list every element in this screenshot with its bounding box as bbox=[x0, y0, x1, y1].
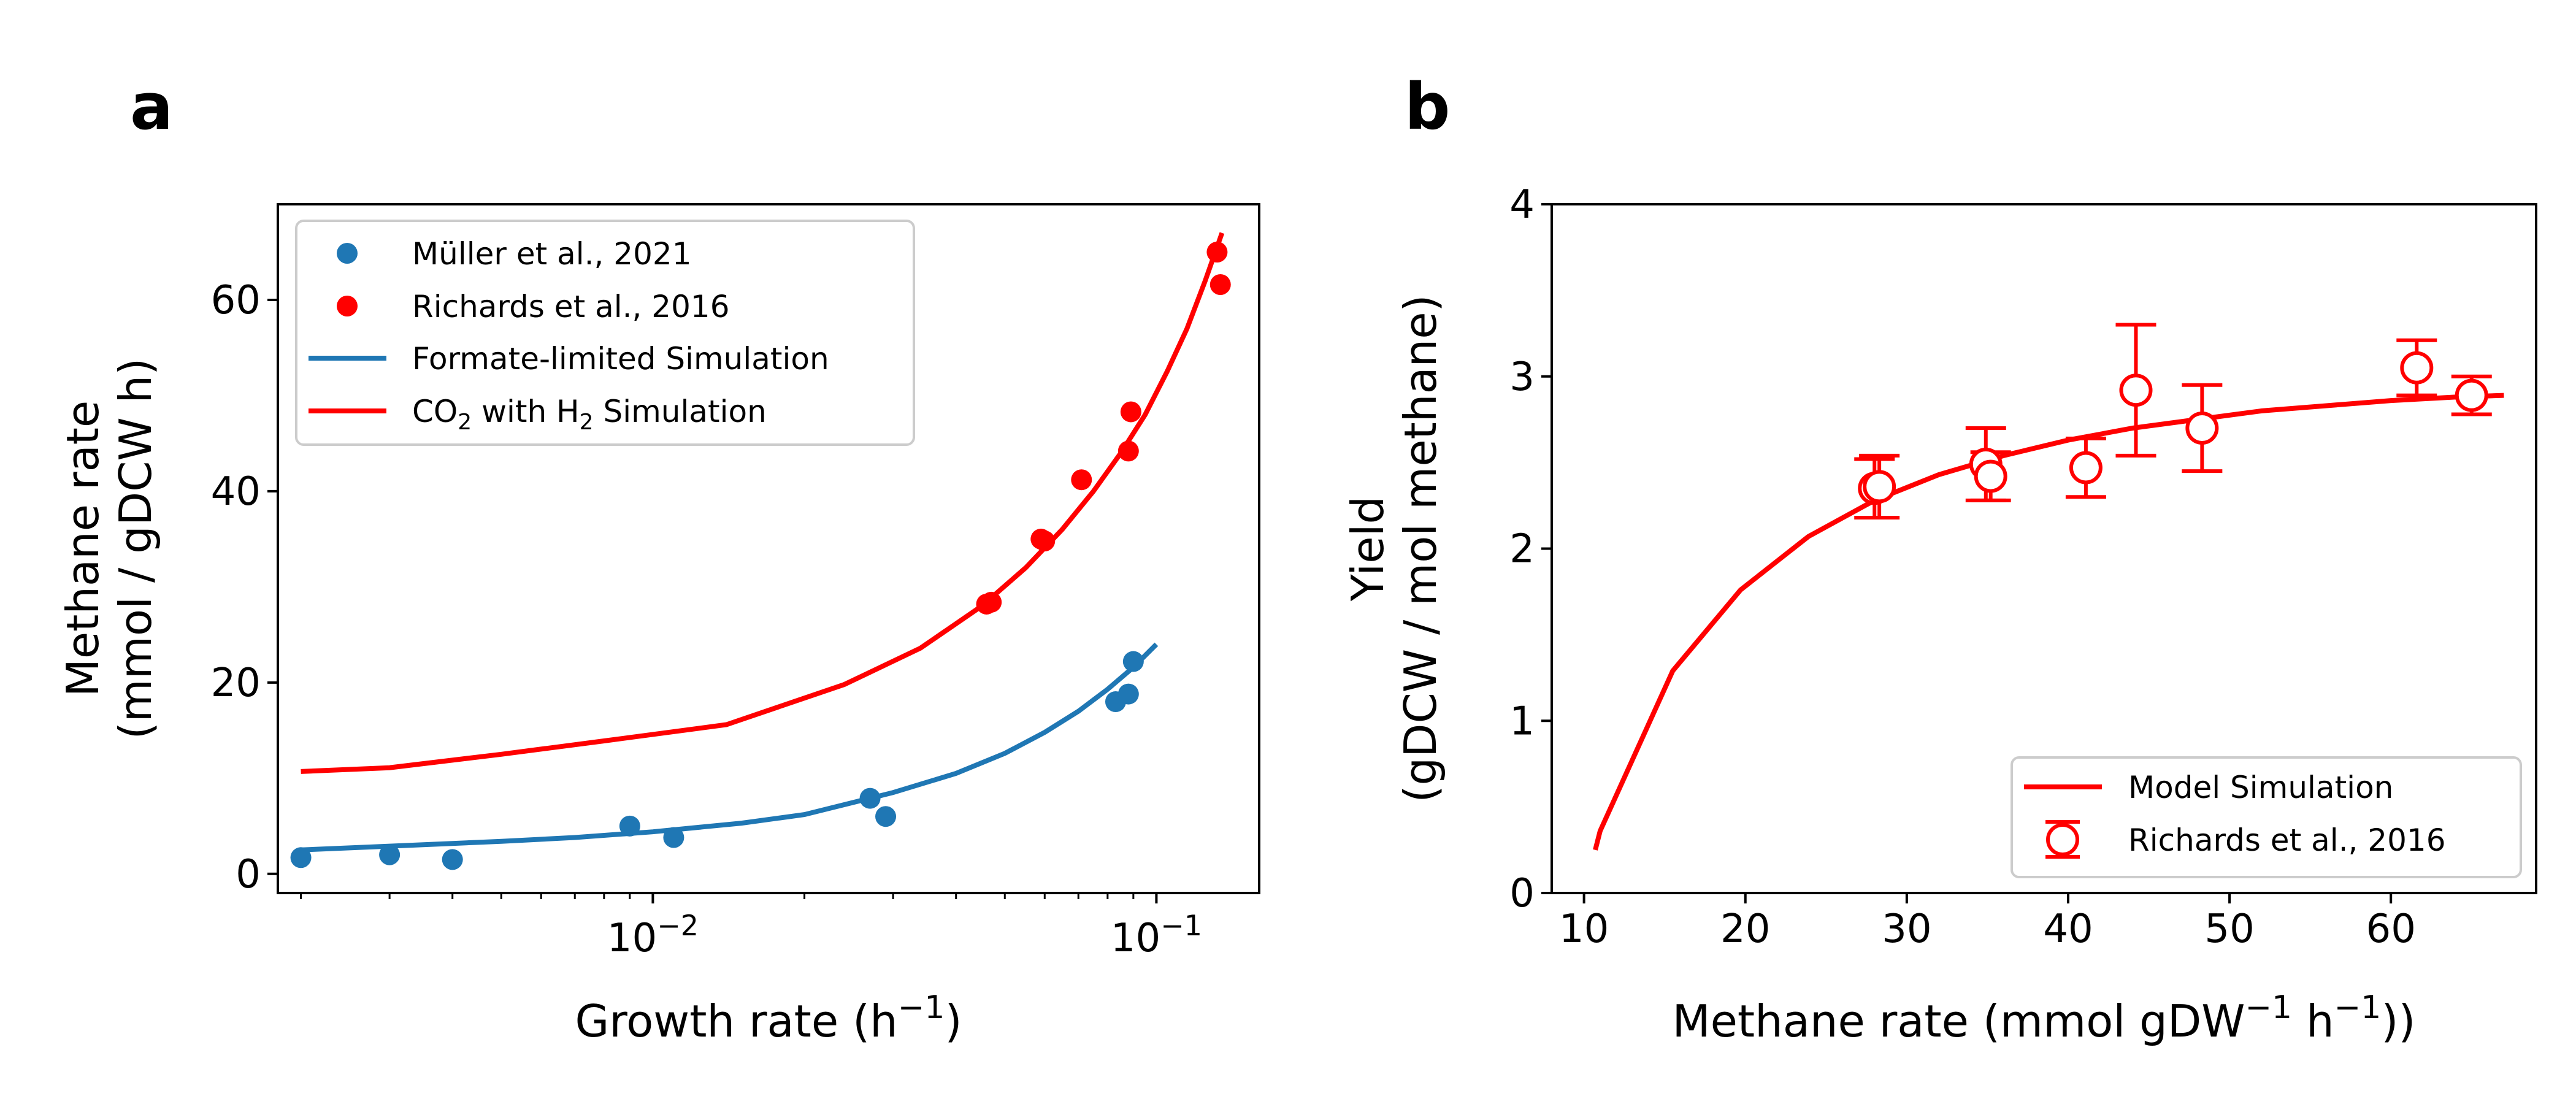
data-point bbox=[1122, 651, 1144, 672]
legend-label: Müller et al., 2021 bbox=[412, 236, 692, 272]
data-point bbox=[981, 591, 1002, 613]
data-point bbox=[1034, 531, 1056, 552]
x-tick-label-a: 10−2 bbox=[607, 909, 699, 961]
legend-a: Müller et al., 2021 Richards et al., 2016… bbox=[295, 220, 915, 446]
y-tick-label-b: 1 bbox=[1509, 699, 1535, 744]
data-point bbox=[2455, 378, 2488, 412]
panel-label-a: a bbox=[130, 69, 173, 144]
plot-area-a bbox=[290, 232, 1231, 870]
x-tick-label-b: 30 bbox=[1882, 907, 1931, 952]
data-point bbox=[1206, 241, 1228, 263]
chart-b: 0 1 2 3 4 10 20 30 40 50 60 Methane rate (mmol gDW−… bbox=[1342, 182, 2537, 1047]
plot-frame-a bbox=[277, 203, 1260, 894]
data-point bbox=[2185, 411, 2219, 445]
data-point bbox=[875, 806, 897, 827]
y-axis-label-a: Methane rate(mmol / gDCW h) bbox=[57, 358, 161, 740]
legend-marker bbox=[337, 243, 358, 264]
legend-frame-b bbox=[2011, 756, 2522, 878]
data-point bbox=[1863, 470, 1896, 504]
x-tick-label-b: 60 bbox=[2366, 907, 2415, 952]
x-axis-label-b: Methane rate (mmol gDW−1 h−1)) bbox=[1672, 989, 2415, 1047]
data-point bbox=[2400, 351, 2434, 385]
legend-label: Richards et al., 2016 bbox=[2128, 822, 2446, 858]
data-point bbox=[1974, 459, 2007, 493]
y-tick-label-b: 0 bbox=[1509, 871, 1535, 916]
x-tick-label-b: 20 bbox=[1720, 907, 1770, 952]
series-line bbox=[1593, 393, 2504, 851]
y-tick-label-b: 2 bbox=[1509, 527, 1535, 572]
data-point bbox=[1117, 683, 1139, 705]
chart-a: 0 20 40 60 10−2 10−1 Growth rate (h−1) Methane … bbox=[57, 203, 1260, 1047]
y-tick-label-a: 20 bbox=[211, 661, 261, 706]
legend-marker bbox=[2046, 823, 2079, 856]
data-point bbox=[2119, 374, 2153, 407]
data-point bbox=[663, 827, 684, 848]
legend-label: Richards et al., 2016 bbox=[412, 289, 730, 324]
x-axis-label-a: Growth rate (h−1) bbox=[575, 989, 962, 1047]
x-tick-label-b: 10 bbox=[1559, 907, 1609, 952]
y-tick-label-a: 60 bbox=[211, 278, 261, 323]
legend-label: Model Simulation bbox=[2128, 770, 2393, 805]
data-point bbox=[619, 815, 640, 837]
data-point bbox=[2069, 451, 2103, 485]
data-point bbox=[1071, 469, 1092, 491]
data-point bbox=[442, 849, 463, 870]
panel-label-b: b bbox=[1405, 69, 1450, 144]
data-point bbox=[290, 847, 312, 868]
y-tick-label-b: 4 bbox=[1509, 182, 1535, 228]
data-point bbox=[1209, 274, 1231, 296]
x-tick-label-b: 50 bbox=[2204, 907, 2254, 952]
series-line bbox=[301, 642, 1159, 853]
y-tick-label-b: 3 bbox=[1509, 355, 1535, 400]
plot-area-b bbox=[1593, 323, 2504, 851]
legend-frame-a bbox=[295, 220, 915, 446]
legend-label: CO2 with H2 Simulation bbox=[412, 394, 767, 435]
data-point bbox=[1120, 401, 1141, 423]
data-point bbox=[1117, 440, 1139, 462]
x-tick-label-a: 10−1 bbox=[1111, 909, 1202, 961]
data-point bbox=[379, 844, 401, 865]
data-point bbox=[859, 788, 881, 809]
series-line bbox=[301, 232, 1225, 774]
legend-b: Model Simulation Richards et al., 2016 bbox=[2011, 756, 2522, 878]
legend-marker bbox=[337, 296, 358, 316]
y-tick-label-a: 40 bbox=[211, 469, 261, 515]
y-axis-label-b: Yield(gDCW / mol methane) bbox=[1342, 294, 1446, 802]
y-tick-label-a: 0 bbox=[236, 852, 261, 897]
legend-label: Formate-limited Simulation bbox=[412, 341, 829, 377]
x-tick-label-b: 40 bbox=[2043, 907, 2093, 952]
